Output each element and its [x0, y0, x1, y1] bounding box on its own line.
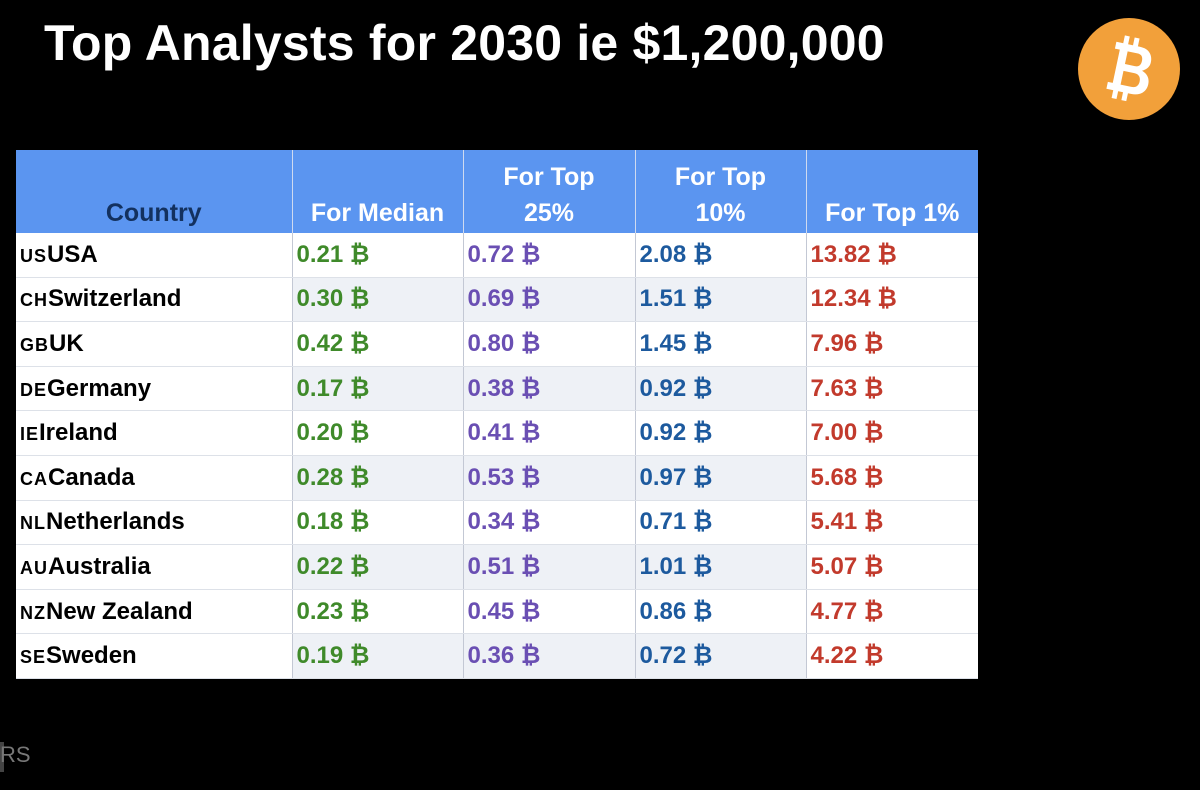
top10-cell: 0.92 ₿ — [635, 410, 807, 456]
median-cell: 0.18 ₿ — [292, 500, 464, 546]
header-median: For Median — [292, 150, 464, 233]
top10-cell: 0.97 ₿ — [635, 455, 807, 501]
median-cell: 0.28 ₿ — [292, 455, 464, 501]
country-name: New Zealand — [46, 597, 193, 625]
country-cell: NLNetherlands — [16, 500, 293, 546]
top25-cell: 0.38 ₿ — [463, 366, 636, 412]
median-cell: 0.19 ₿ — [292, 633, 464, 679]
header-top1: For Top 1% — [806, 150, 978, 233]
country-name: Ireland — [39, 419, 118, 447]
header-top25: For Top 25% — [463, 150, 636, 233]
slide-title: Top Analysts for 2030 ie $1,200,000 — [44, 15, 885, 71]
country-cell: CHSwitzerland — [16, 277, 293, 323]
table-row: NZNew Zealand 0.23 ₿ 0.45 ₿ 0.86 ₿ 4.77 ₿ — [16, 589, 978, 635]
country-name: UK — [49, 329, 84, 357]
country-name: Australia — [48, 552, 151, 580]
country-cell: AUAustralia — [16, 544, 293, 590]
country-name: Netherlands — [46, 508, 185, 536]
country-code: CH — [20, 290, 48, 311]
top10-cell: 1.01 ₿ — [635, 544, 807, 590]
country-code: IE — [20, 424, 40, 445]
top25-cell: 0.53 ₿ — [463, 455, 636, 501]
table-row: DEGermany 0.17 ₿ 0.38 ₿ 0.92 ₿ 7.63 ₿ — [16, 366, 978, 412]
country-name: Switzerland — [48, 285, 182, 313]
median-cell: 0.42 ₿ — [292, 321, 464, 367]
top25-cell: 0.51 ₿ — [463, 544, 636, 590]
median-cell: 0.17 ₿ — [292, 366, 464, 412]
table-row: AUAustralia 0.22 ₿ 0.51 ₿ 1.01 ₿ 5.07 ₿ — [16, 544, 978, 590]
table-row: GBUK 0.42 ₿ 0.80 ₿ 1.45 ₿ 7.96 ₿ — [16, 321, 978, 367]
table-row: NLNetherlands 0.18 ₿ 0.34 ₿ 0.71 ₿ 5.41 ₿ — [16, 500, 978, 546]
top1-cell: 5.07 ₿ — [806, 544, 978, 590]
footer-mark: RS — [0, 742, 31, 767]
country-name: Canada — [48, 463, 135, 491]
country-cell: SESweden — [16, 633, 293, 679]
country-code: NL — [20, 513, 46, 534]
top10-cell: 0.86 ₿ — [635, 589, 807, 635]
table-row: CACanada 0.28 ₿ 0.53 ₿ 0.97 ₿ 5.68 ₿ — [16, 455, 978, 501]
top1-cell: 7.63 ₿ — [806, 366, 978, 412]
bitcoin-b-icon — [1106, 35, 1152, 102]
country-code: SE — [20, 647, 47, 668]
bitcoin-logo-icon — [1078, 18, 1180, 120]
top25-cell: 0.34 ₿ — [463, 500, 636, 546]
top25-cell: 0.41 ₿ — [463, 410, 636, 456]
table-header-row: Country For Median For Top 25% For Top 10%… — [16, 150, 978, 233]
median-cell: 0.23 ₿ — [292, 589, 464, 635]
country-cell: GBUK — [16, 321, 293, 367]
footer-bar — [0, 742, 4, 772]
top1-cell: 7.96 ₿ — [806, 321, 978, 367]
top10-cell: 0.92 ₿ — [635, 366, 807, 412]
top10-cell: 1.51 ₿ — [635, 277, 807, 323]
top1-cell: 4.77 ₿ — [806, 589, 978, 635]
country-code: GB — [20, 334, 49, 355]
top1-cell: 12.34 ₿ — [806, 277, 978, 323]
top1-cell: 5.41 ₿ — [806, 500, 978, 546]
top25-cell: 0.36 ₿ — [463, 633, 636, 679]
table-row: IEIreland 0.20 ₿ 0.41 ₿ 0.92 ₿ 7.00 ₿ — [16, 410, 978, 456]
top1-cell: 7.00 ₿ — [806, 410, 978, 456]
median-cell: 0.30 ₿ — [292, 277, 464, 323]
country-cell: USUSA — [16, 233, 293, 278]
country-code: AU — [20, 557, 48, 578]
table-row: USUSA 0.21 ₿ 0.72 ₿ 2.08 ₿ 13.82 ₿ — [16, 233, 978, 278]
country-code: DE — [20, 379, 48, 400]
country-code: US — [20, 245, 48, 266]
country-name: Germany — [47, 374, 152, 402]
allocation-table: Country For Median For Top 25% For Top 10%… — [16, 150, 978, 679]
top10-cell: 2.08 ₿ — [635, 233, 807, 278]
header-top10: For Top 10% — [635, 150, 807, 233]
country-code: CA — [20, 468, 48, 489]
top10-cell: 0.72 ₿ — [635, 633, 807, 679]
top1-cell: 4.22 ₿ — [806, 633, 978, 679]
top10-cell: 0.71 ₿ — [635, 500, 807, 546]
top25-cell: 0.45 ₿ — [463, 589, 636, 635]
top25-cell: 0.69 ₿ — [463, 277, 636, 323]
median-cell: 0.22 ₿ — [292, 544, 464, 590]
top1-cell: 5.68 ₿ — [806, 455, 978, 501]
table-row: CHSwitzerland 0.30 ₿ 0.69 ₿ 1.51 ₿ 12.34 ₿ — [16, 277, 978, 323]
country-name: USA — [47, 240, 98, 268]
country-cell: IEIreland — [16, 410, 293, 456]
country-code: NZ — [20, 602, 46, 623]
country-cell: NZNew Zealand — [16, 589, 293, 635]
top25-cell: 0.80 ₿ — [463, 321, 636, 367]
top25-cell: 0.72 ₿ — [463, 233, 636, 278]
median-cell: 0.20 ₿ — [292, 410, 464, 456]
country-cell: CACanada — [16, 455, 293, 501]
country-name: Sweden — [46, 642, 137, 670]
top10-cell: 1.45 ₿ — [635, 321, 807, 367]
country-cell: DEGermany — [16, 366, 293, 412]
top1-cell: 13.82 ₿ — [806, 233, 978, 278]
table-row: SESweden 0.19 ₿ 0.36 ₿ 0.72 ₿ 4.22 ₿ — [16, 633, 978, 679]
header-country: Country — [16, 150, 293, 233]
median-cell: 0.21 ₿ — [292, 233, 464, 278]
